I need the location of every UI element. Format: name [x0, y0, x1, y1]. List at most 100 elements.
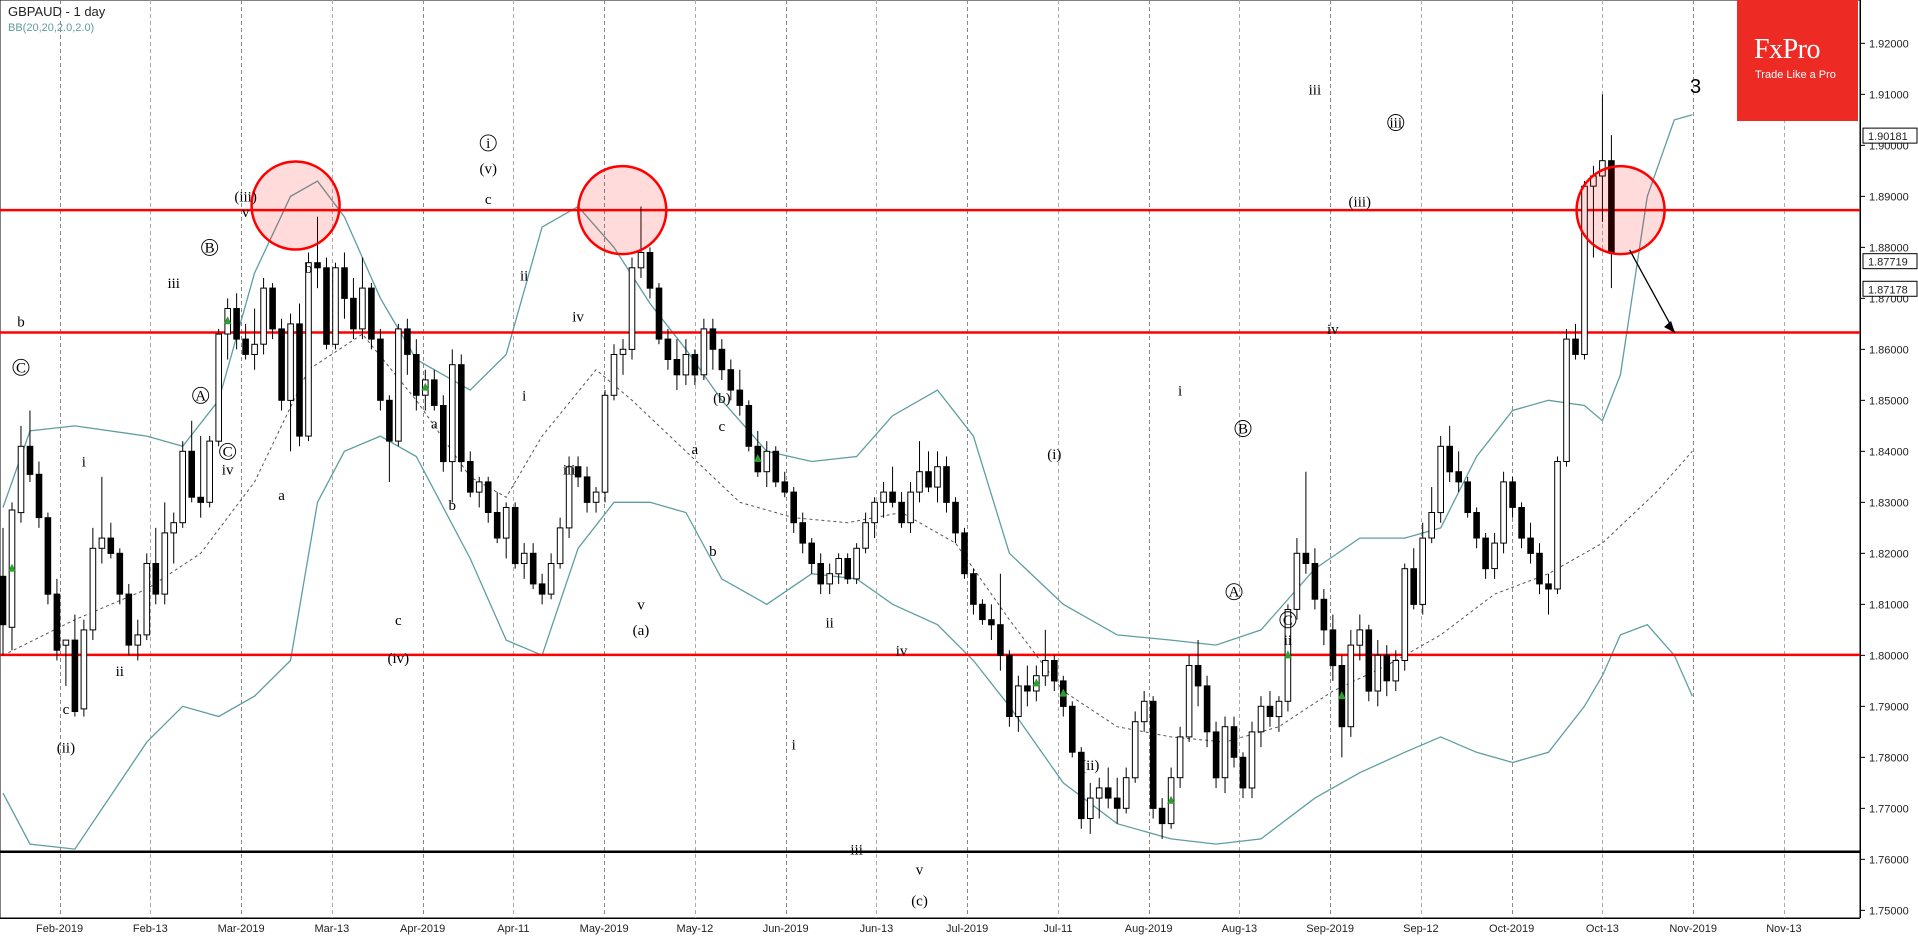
bear-candle-body	[889, 491, 896, 503]
bear-candle-body	[1464, 481, 1472, 513]
wave-label: b	[17, 314, 25, 330]
bull-candle-body	[1293, 552, 1301, 610]
bear-candle-body	[152, 563, 160, 595]
candle	[323, 257, 330, 350]
wave-label: i	[792, 738, 796, 754]
candle	[907, 481, 914, 533]
bull-candle-body	[1554, 461, 1561, 590]
candle	[1158, 798, 1166, 839]
wave-label-text: B	[205, 240, 215, 256]
bear-candle-body	[799, 522, 807, 544]
wave-label: ii	[1284, 633, 1292, 649]
price-axis[interactable]: 1.75000 1.76000 1.77000 1.78000 1.79000 1.800…	[1860, 0, 1918, 918]
wave-label-circle	[1234, 420, 1252, 437]
price-tag: 1.90181	[1862, 127, 1918, 144]
wave-label: iv	[896, 643, 908, 659]
bear-candle-body	[197, 496, 204, 503]
bear-candle-body	[538, 583, 546, 595]
bear-candle-body	[817, 563, 825, 585]
candle	[413, 339, 420, 411]
time-tick-label: Apr-11	[497, 923, 529, 935]
candle	[880, 481, 887, 518]
wave-label-text: c	[719, 419, 726, 435]
bear-candle-body	[467, 461, 474, 493]
wave-label: (i)	[1047, 447, 1061, 463]
bear-candle-body	[1149, 700, 1157, 809]
bear-candle-body	[736, 389, 744, 406]
bear-candle-body	[772, 450, 780, 483]
bear-candle-body	[1203, 685, 1211, 733]
candle	[449, 349, 456, 503]
candle	[736, 369, 744, 416]
bear-candle-body	[269, 287, 276, 330]
candle	[1194, 640, 1202, 707]
bear-candle-body	[350, 297, 357, 330]
bull-candle-body	[1491, 542, 1498, 570]
candle	[233, 293, 240, 350]
wave-label: (a)	[633, 623, 650, 639]
candle	[853, 543, 860, 584]
bear-candle-body	[431, 379, 438, 406]
candle	[98, 476, 106, 564]
highlight-circle[interactable]	[1575, 164, 1666, 256]
wave-label-text: ii	[1284, 633, 1292, 649]
candle	[1221, 716, 1229, 794]
bull-candle-body	[62, 639, 70, 646]
highlight-circle[interactable]	[577, 164, 668, 256]
candle	[269, 283, 276, 340]
candle	[1320, 589, 1328, 646]
bear-candle-body	[1365, 629, 1373, 692]
price-tag-box	[1862, 127, 1918, 144]
highlight-circle[interactable]	[250, 160, 341, 251]
candle	[44, 512, 52, 605]
bear-candle-body	[53, 593, 61, 651]
bear-candle-body	[1302, 552, 1310, 564]
bull-candle-body	[134, 634, 142, 646]
candle	[296, 303, 303, 447]
price-tick-label: 1.80000	[1869, 650, 1909, 662]
candle	[1113, 777, 1121, 824]
bull-candle-body	[1185, 665, 1193, 738]
candle	[646, 247, 654, 299]
bear-candle-body	[440, 405, 447, 463]
candle	[1275, 696, 1283, 732]
wave-label-circle	[479, 134, 497, 152]
candle	[1311, 548, 1319, 610]
bull-candle-body	[610, 354, 618, 396]
time-tick-label: Oct-2019	[1489, 923, 1534, 935]
candle	[538, 573, 546, 605]
candle	[763, 441, 771, 488]
time-axis[interactable]: Feb-2019 Feb-13 Mar-2019 Mar-13 Apr-2019 Apr-…	[0, 918, 1860, 936]
wave-label-text: b	[709, 544, 717, 560]
wave-label-text: (c)	[911, 893, 928, 909]
wave-label-circle	[1387, 114, 1405, 131]
bull-candle-body	[215, 333, 222, 442]
price-tick-label: 1.82000	[1869, 548, 1909, 560]
bull-candle-body	[1176, 736, 1184, 779]
candle	[1491, 532, 1498, 579]
bull-candle-body	[260, 287, 267, 345]
grid-lines	[0, 0, 1861, 919]
candle	[1239, 752, 1247, 799]
wave-label-circle	[192, 386, 210, 404]
wave-label-text: iii	[1309, 82, 1322, 98]
candle	[1329, 614, 1337, 681]
bull-candle-body	[907, 491, 914, 524]
candle	[979, 599, 986, 625]
price-tick-label: 1.77000	[1869, 803, 1909, 815]
candle	[89, 527, 97, 641]
highlight-circles[interactable]	[250, 160, 1676, 334]
bull-candle-body	[1248, 731, 1256, 789]
bear-candle-body	[377, 338, 384, 401]
bear-candle-body	[646, 252, 654, 289]
candle	[529, 543, 537, 590]
bear-candle-body	[898, 501, 905, 524]
price-tick-label: 1.92000	[1869, 38, 1909, 50]
wave-label: (ii)	[1081, 758, 1099, 774]
candle	[314, 216, 321, 289]
wave-label: i	[82, 455, 86, 471]
candle	[1212, 721, 1220, 788]
bear-candle-body	[718, 348, 726, 371]
bear-candle-body	[997, 624, 1004, 656]
